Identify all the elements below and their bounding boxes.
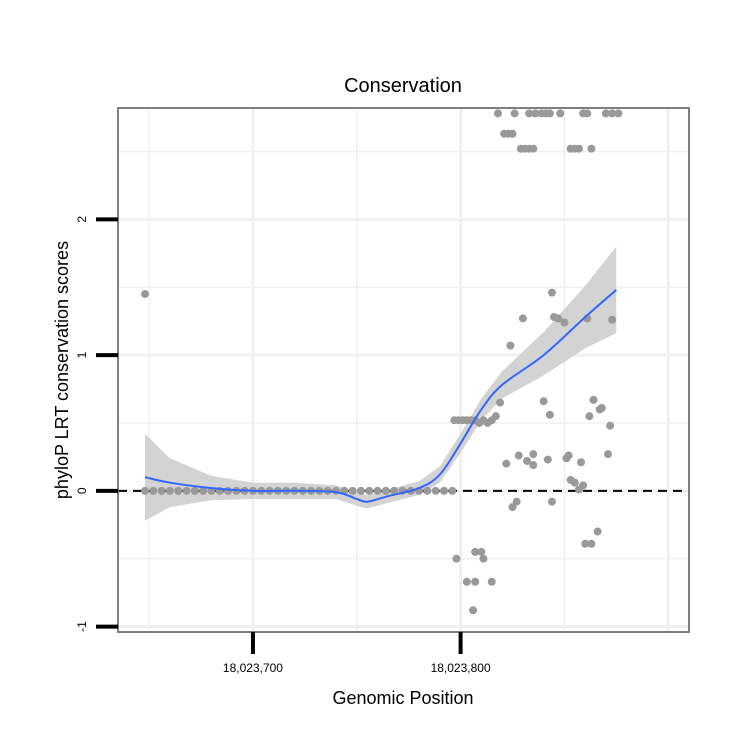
- data-point: [529, 144, 538, 153]
- data-point: [529, 461, 538, 470]
- data-point: [506, 341, 515, 350]
- chart-title: Conservation: [344, 75, 462, 97]
- data-point: [165, 486, 174, 495]
- data-point: [493, 109, 502, 118]
- data-point: [587, 144, 596, 153]
- data-point: [491, 412, 500, 421]
- data-point: [182, 486, 191, 495]
- data-point: [554, 314, 563, 323]
- data-point: [539, 397, 548, 406]
- data-point: [479, 554, 488, 563]
- data-point: [149, 486, 158, 495]
- data-point: [157, 486, 166, 495]
- data-points: [140, 109, 623, 615]
- data-point: [423, 486, 432, 495]
- data-point: [604, 450, 613, 459]
- y-tick-label: 0: [75, 487, 89, 494]
- data-point: [564, 451, 573, 460]
- data-point: [601, 109, 610, 118]
- data-point: [469, 606, 478, 615]
- data-point: [373, 486, 382, 495]
- data-point: [518, 314, 527, 323]
- x-axis: 18,023,700 18,023,800: [223, 632, 491, 675]
- data-point: [589, 395, 598, 404]
- data-point: [174, 486, 183, 495]
- data-point: [614, 109, 623, 118]
- grid-lines: [118, 108, 689, 632]
- data-point: [496, 398, 505, 407]
- data-point: [514, 451, 523, 460]
- data-point: [606, 421, 615, 430]
- data-point: [579, 481, 588, 490]
- panel-border: [117, 107, 690, 633]
- data-point: [597, 404, 606, 413]
- data-point: [545, 410, 554, 419]
- data-point: [452, 554, 461, 563]
- data-point: [608, 315, 617, 324]
- data-point: [543, 455, 552, 464]
- data-point: [512, 497, 521, 506]
- data-point: [462, 577, 471, 586]
- data-point: [140, 486, 149, 495]
- data-point: [556, 109, 565, 118]
- data-point: [390, 486, 399, 495]
- data-point: [448, 486, 457, 495]
- data-point: [525, 109, 534, 118]
- y-axis-label: phyloP LRT conservation scores: [52, 241, 72, 499]
- data-point: [487, 577, 496, 586]
- data-point: [477, 547, 486, 556]
- data-point: [471, 547, 480, 556]
- data-point: [510, 109, 519, 118]
- smooth-line: [144, 289, 617, 503]
- x-axis-label: Genomic Position: [332, 688, 473, 708]
- data-point: [348, 486, 357, 495]
- data-point: [531, 109, 540, 118]
- data-point: [587, 539, 596, 548]
- data-point: [381, 486, 390, 495]
- data-point: [224, 486, 233, 495]
- plot-panel: [117, 107, 690, 633]
- data-point: [523, 456, 532, 465]
- data-point: [577, 458, 586, 467]
- data-point: [365, 486, 374, 495]
- data-point: [574, 144, 583, 153]
- data-point: [502, 459, 511, 468]
- x-tick-label: 18,023,800: [431, 661, 491, 675]
- data-point: [508, 503, 517, 512]
- data-point: [547, 288, 556, 297]
- data-point: [585, 412, 594, 421]
- data-point: [508, 129, 517, 138]
- data-point: [560, 318, 569, 327]
- data-point: [608, 109, 617, 118]
- y-tick-label: 1: [75, 351, 89, 358]
- data-point: [190, 486, 199, 495]
- data-point: [471, 577, 480, 586]
- data-point: [581, 539, 590, 548]
- data-point: [545, 109, 554, 118]
- y-tick-label: -1: [75, 621, 89, 632]
- data-point: [529, 450, 538, 459]
- data-point: [356, 486, 365, 495]
- y-axis: -1 0 1 2: [75, 216, 118, 632]
- y-tick-label: 2: [75, 216, 89, 223]
- data-point: [199, 486, 208, 495]
- smooth-line-layer: [144, 289, 617, 503]
- data-point: [547, 497, 556, 506]
- data-point: [140, 289, 149, 298]
- data-point: [570, 478, 579, 487]
- x-tick-label: 18,023,700: [223, 661, 283, 675]
- data-point: [583, 109, 592, 118]
- data-point: [593, 527, 602, 536]
- data-point: [431, 486, 440, 495]
- data-point: [439, 486, 448, 495]
